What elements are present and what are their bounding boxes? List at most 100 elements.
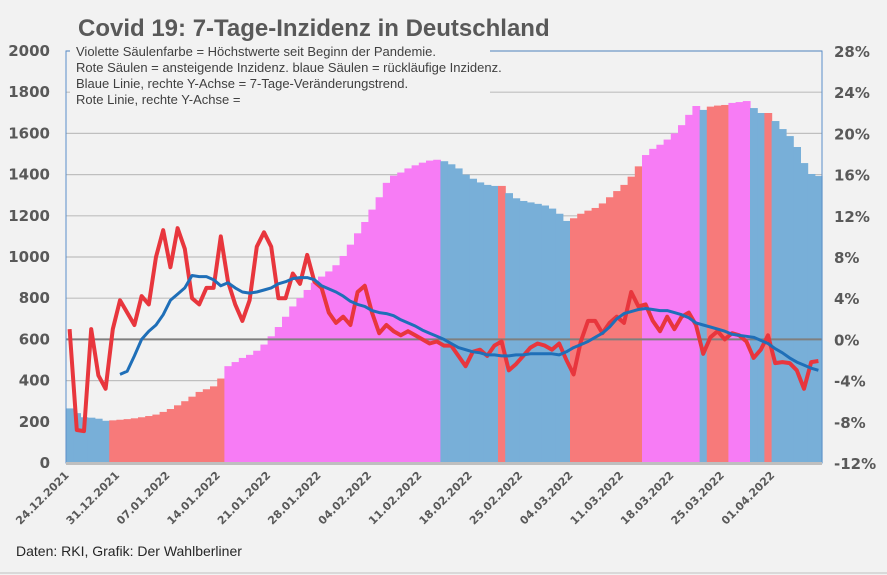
- bar-record: [742, 101, 751, 464]
- bar-record: [670, 133, 679, 463]
- bar-falling: [750, 108, 758, 463]
- y-right-tick-label: 28%: [834, 43, 870, 61]
- bar-falling: [469, 178, 477, 463]
- bar-record: [224, 366, 233, 463]
- bar-record: [246, 354, 254, 463]
- y-left-tick-label: 800: [19, 289, 50, 307]
- y-left-tick-label: 1400: [8, 166, 50, 184]
- bar-record: [289, 306, 297, 463]
- y-right-tick-label: -8%: [834, 414, 866, 432]
- bar-rising: [123, 419, 132, 463]
- bar-record: [735, 102, 744, 463]
- bar-record: [267, 336, 276, 463]
- bar-falling: [447, 164, 456, 464]
- annotation-box-mask: [70, 40, 490, 110]
- bar-record: [310, 282, 319, 463]
- bar-record: [678, 125, 686, 463]
- y-right-tick-label: 0%: [834, 331, 859, 349]
- bar-falling: [562, 220, 571, 463]
- bar-record: [390, 175, 398, 463]
- bar-record: [382, 182, 391, 463]
- bar-record: [303, 289, 312, 463]
- bar-rising: [181, 401, 189, 463]
- bar-falling: [462, 174, 470, 463]
- annotation-line-4: Rote Linie, rechte Y-Achse =: [76, 92, 240, 107]
- y-right-tick-label: 20%: [834, 125, 870, 143]
- y-right-tick-label: -4%: [834, 373, 866, 391]
- bar-rising: [195, 391, 204, 463]
- bar-record: [253, 350, 261, 463]
- bar-falling: [757, 113, 765, 464]
- bar-rising: [764, 113, 773, 464]
- bar-rising: [116, 419, 125, 463]
- y-left-tick-label: 1200: [8, 207, 50, 225]
- bar-record: [231, 362, 240, 463]
- bar-falling: [476, 182, 485, 464]
- y-left-tick-label: 0: [40, 454, 50, 472]
- bar-rising: [570, 218, 578, 463]
- bar-falling: [548, 208, 557, 463]
- y-right-tick-label: 12%: [834, 208, 870, 226]
- bar-rising: [188, 396, 197, 463]
- y-left-tick-label: 400: [19, 372, 50, 390]
- bar-record: [411, 165, 420, 463]
- bar-falling: [87, 417, 96, 463]
- bar-falling: [440, 161, 449, 463]
- y-axis-right: -12% -8% -4% 0% 4% 8% 12% 16% 20% 24% 28%: [834, 43, 876, 473]
- bar-record: [397, 172, 405, 464]
- trend-line: [119, 274, 819, 376]
- bar-record: [332, 265, 341, 463]
- y-right-tick-label: -12%: [834, 455, 876, 473]
- bar-rising: [584, 210, 593, 463]
- y-axis-left: 0 200 400 600 800 1000 1200 1400 1600 1800 2000: [8, 42, 50, 472]
- bar-rising: [166, 409, 175, 463]
- bar-rising: [152, 414, 161, 463]
- bars: [66, 101, 823, 464]
- bar-rising: [174, 405, 182, 463]
- bar-rising: [634, 166, 643, 464]
- y-left-tick-label: 1600: [8, 124, 50, 142]
- bar-falling: [102, 420, 110, 463]
- bar-falling: [490, 185, 499, 463]
- y-left-tick-label: 1800: [8, 83, 50, 101]
- bar-record: [728, 102, 737, 464]
- bar-rising: [627, 176, 636, 463]
- bar-falling: [80, 417, 89, 463]
- bar-falling: [800, 163, 809, 463]
- bar-record: [274, 327, 283, 463]
- bar-rising: [130, 418, 139, 463]
- annotation-line-2: Rote Säulen = ansteigende Inzidenz. blau…: [76, 60, 502, 75]
- bar-rising: [109, 420, 117, 463]
- bar-record: [318, 276, 326, 463]
- bar-falling: [541, 205, 549, 463]
- bar-rising: [706, 106, 715, 464]
- bar-rising: [714, 105, 722, 463]
- bar-record: [339, 255, 348, 463]
- bar-record: [282, 316, 290, 463]
- bar-falling: [94, 418, 103, 463]
- bar-record: [692, 106, 701, 463]
- bar-rising: [159, 411, 168, 463]
- bar-falling: [512, 198, 521, 464]
- bar-rising: [606, 197, 614, 463]
- annotation-line-1: Violette Säulenfarbe = Höchstwerte seit …: [76, 44, 436, 59]
- bar-falling: [66, 408, 74, 463]
- bar-falling: [483, 184, 492, 463]
- x-tick-label: 01.04.2022: [719, 469, 777, 527]
- bar-rising: [138, 417, 146, 463]
- bar-rising: [217, 378, 225, 463]
- bar-record: [663, 139, 672, 463]
- bar-falling: [519, 200, 528, 463]
- bar-record: [260, 344, 269, 463]
- bar-rising: [210, 386, 218, 463]
- source-footer: Daten: RKI, Grafik: Der Wahlberliner: [16, 543, 242, 559]
- bar-falling: [534, 203, 542, 464]
- bar-record: [685, 114, 693, 464]
- y-left-tick-label: 200: [19, 413, 50, 431]
- bar-falling: [555, 213, 564, 463]
- bar-falling: [814, 176, 823, 464]
- annotation-line-3: Blaue Linie, rechte Y-Achse = 7-Tage-Ver…: [76, 76, 408, 91]
- bar-record: [433, 159, 441, 463]
- bar-falling: [454, 168, 463, 464]
